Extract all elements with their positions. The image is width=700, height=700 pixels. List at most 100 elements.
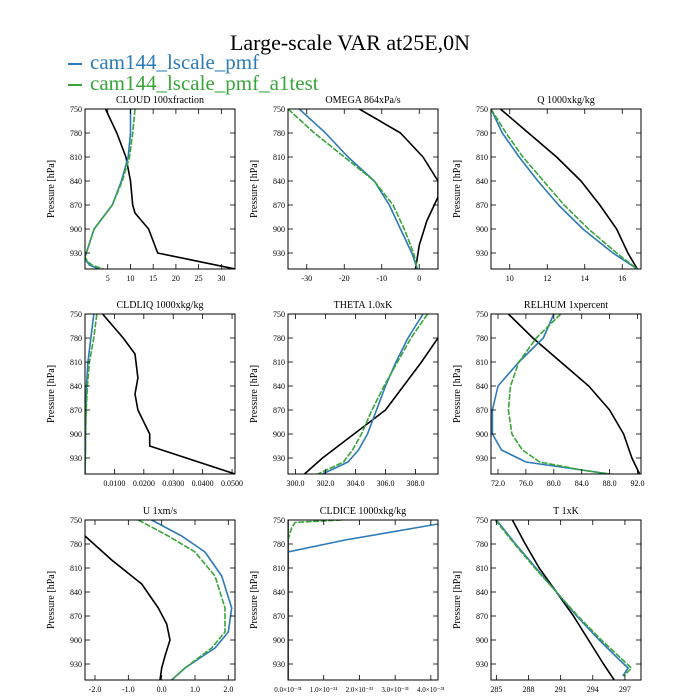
- legend-label-1: cam144_lscale_pmf: [90, 50, 260, 74]
- y-tick-label: 900: [70, 430, 82, 439]
- y-tick-label: 870: [476, 201, 488, 210]
- series-line-ref: [358, 109, 438, 269]
- y-tick-label: 930: [273, 660, 285, 669]
- series-line-ref: [507, 314, 641, 474]
- series-line-cam144_lscale_pmf_a1test: [288, 520, 342, 541]
- y-tick-label: 930: [476, 249, 488, 258]
- x-tick-label: 0.0: [157, 685, 167, 694]
- x-tick-label: 10: [126, 274, 134, 283]
- x-tick-label: 14: [581, 274, 589, 283]
- panel-1: CLOUD 100xfraction Pressure [hPa] 5 10 15 20 2…: [46, 95, 236, 283]
- y-tick-label: 780: [476, 334, 488, 343]
- panel-title: RELHUM 1xpercent: [524, 300, 608, 311]
- y-axis-label: Pressure [hPa]: [452, 365, 463, 423]
- y-tick-label: 870: [70, 612, 82, 621]
- x-tick-label: 0.0400: [192, 479, 214, 488]
- x-tick-label: 92.0: [631, 479, 645, 488]
- panel-title: CLDICE 1000xkg/kg: [320, 506, 406, 517]
- y-tick-label: 780: [70, 540, 82, 549]
- x-tick-label: -10: [376, 274, 387, 283]
- x-tick-label: 2.0: [223, 685, 233, 694]
- y-tick-label: 900: [273, 636, 285, 645]
- x-tick-label: 12: [543, 274, 551, 283]
- series-line-cam144_lscale_pmf_a1test: [491, 109, 638, 269]
- y-tick-label: 780: [70, 129, 82, 138]
- y-tick-label: 930: [476, 660, 488, 669]
- series-line-cam144_lscale_pmf: [491, 109, 638, 269]
- series-line-cam144_lscale_pmf: [85, 109, 132, 269]
- series-line-ref: [303, 337, 438, 474]
- x-tick-label: 5: [106, 274, 110, 283]
- panel-7: U 1xm/s Pressure [hPa] -2.0 -1.0 0.0 1.0 2.0 75…: [46, 506, 236, 694]
- plot-frame: [490, 108, 642, 270]
- y-tick-label: 930: [70, 249, 82, 258]
- panel-5: THETA 1.0xK Pressure [hPa] 300.0 302.0 304.0…: [249, 300, 439, 488]
- y-tick-label: 930: [70, 660, 82, 669]
- y-tick-label: 780: [273, 540, 285, 549]
- y-tick-label: 870: [273, 201, 285, 210]
- x-tick-label: 4.0×10⁻³¹: [417, 686, 445, 694]
- y-axis-label: Pressure [hPa]: [249, 571, 260, 629]
- y-tick-label: 780: [273, 129, 285, 138]
- x-tick-label: 15: [149, 274, 157, 283]
- y-tick-label: 750: [273, 516, 285, 525]
- y-tick-label: 780: [476, 540, 488, 549]
- plot-frame: [84, 313, 236, 475]
- x-tick-label: 84.0: [575, 479, 589, 488]
- y-tick-label: 840: [273, 382, 285, 391]
- panel-title: CLOUD 100xfraction: [116, 95, 204, 106]
- series-line-ref: [104, 109, 235, 269]
- x-tick-label: 25: [195, 274, 203, 283]
- y-tick-label: 840: [476, 588, 488, 597]
- x-tick-label: 2.0×10⁻³¹: [346, 686, 374, 694]
- x-tick-label: 80.0: [547, 479, 561, 488]
- y-tick-label: 750: [70, 310, 82, 319]
- panel-2: OMEGA 864xPa/s Pressure [hPa] -30 -20 -10 0 75…: [249, 95, 439, 283]
- plot-frame: [287, 108, 439, 270]
- plot-frame: [490, 313, 642, 475]
- y-axis-label: Pressure [hPa]: [249, 365, 260, 423]
- legend-entry-2: cam144_lscale_pmf_a1test: [68, 71, 319, 96]
- y-tick-label: 900: [476, 430, 488, 439]
- series-line-cam144_lscale_pmf_a1test: [85, 109, 136, 269]
- y-tick-label: 900: [273, 430, 285, 439]
- x-tick-label: 300.0: [287, 479, 305, 488]
- x-tick-label: 0.0300: [162, 479, 184, 488]
- panel-title: CLDLIQ 1000xkg/kg: [117, 300, 204, 311]
- x-tick-label: 294: [587, 685, 599, 694]
- y-tick-label: 840: [476, 382, 488, 391]
- y-tick-label: 810: [273, 564, 285, 573]
- x-tick-label: 308.0: [407, 479, 425, 488]
- series-line-cam144_lscale_pmf_a1test: [494, 520, 633, 677]
- y-tick-label: 900: [476, 225, 488, 234]
- series-line-ref: [499, 109, 638, 269]
- y-tick-label: 750: [476, 310, 488, 319]
- y-axis-label: Pressure [hPa]: [46, 571, 57, 629]
- panel-title: THETA 1.0xK: [334, 300, 393, 311]
- y-tick-label: 870: [70, 406, 82, 415]
- panel-4: CLDLIQ 1000xkg/kg Pressure [hPa] 0.0100 0.0…: [46, 300, 243, 488]
- y-axis-label: Pressure [hPa]: [46, 160, 57, 218]
- x-tick-label: 297: [619, 685, 631, 694]
- y-tick-label: 810: [273, 358, 285, 367]
- x-tick-label: 16: [618, 274, 626, 283]
- y-tick-label: 750: [70, 105, 82, 114]
- plot-frame: [84, 108, 236, 270]
- y-tick-label: 900: [476, 636, 488, 645]
- figure-title: Large-scale VAR at25E,0N: [229, 30, 471, 55]
- y-tick-label: 840: [476, 177, 488, 186]
- x-tick-label: -1.0: [122, 685, 135, 694]
- series-line-cam144_lscale_pmf_a1test: [288, 109, 419, 269]
- y-tick-label: 900: [70, 225, 82, 234]
- legend-swatch-1: [68, 63, 82, 66]
- series-line-ref: [101, 314, 235, 474]
- x-tick-label: 20: [172, 274, 180, 283]
- y-tick-label: 870: [476, 612, 488, 621]
- y-tick-label: 870: [273, 612, 285, 621]
- series-line-cam144_lscale_pmf_a1test: [137, 520, 226, 680]
- y-tick-label: 750: [70, 516, 82, 525]
- x-tick-label: 76.0: [519, 479, 533, 488]
- y-tick-label: 780: [70, 334, 82, 343]
- y-tick-label: 780: [273, 334, 285, 343]
